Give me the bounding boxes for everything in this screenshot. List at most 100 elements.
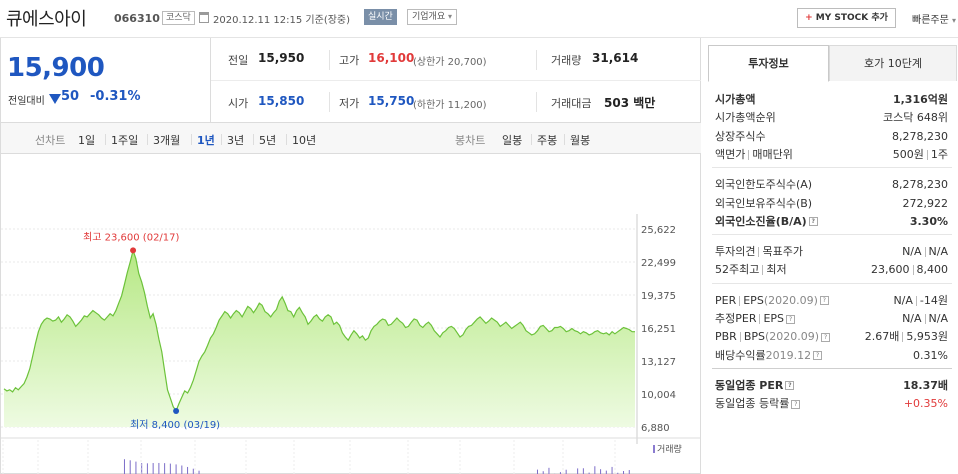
info-value-text: 23,600 <box>871 263 910 277</box>
high-value: 16,100 <box>368 51 415 65</box>
tab-hoga-10[interactable]: 호가 10단계 <box>829 45 957 81</box>
period-tab[interactable]: 5년 <box>259 134 277 147</box>
info-row: 액면가 매매단위 500원 1주 <box>712 146 948 164</box>
divider <box>712 234 952 236</box>
info-label-text: 배당수익률 <box>715 348 766 362</box>
info-sublabel: 2019.12 <box>765 348 812 362</box>
quick-order-dropdown[interactable]: 빠른주문 ▾ <box>912 11 956 26</box>
info-value: 23,600 8,400 <box>871 261 948 279</box>
max-point <box>130 247 137 254</box>
divider <box>902 332 904 343</box>
info-value-text: N/A <box>928 312 948 325</box>
info-value: 18.37배 <box>903 377 948 395</box>
min-point <box>173 407 180 414</box>
info-label-text: 외국인보유주식수(B) <box>715 196 813 210</box>
info-help-icon[interactable]: ? <box>813 351 823 361</box>
info-label: 추정PER EPS? <box>715 310 796 328</box>
period-tab[interactable]: 1주일 <box>111 134 139 147</box>
info-label-text: BPS <box>743 330 765 344</box>
info-label-text: 목표주가 <box>762 245 803 259</box>
divider <box>739 332 741 343</box>
my-stock-add-button[interactable]: + MY STOCK 추가 <box>797 8 896 28</box>
info-row: 배당수익률2019.12? 0.31% <box>712 347 948 365</box>
info-label-text: 액면가 <box>715 147 746 161</box>
chevron-down-icon: ▾ <box>448 12 453 21</box>
period-tab[interactable]: 10년 <box>292 134 317 147</box>
info-row: 상장주식수 8,278,230 <box>712 128 948 146</box>
info-value-text: 272,922 <box>902 196 949 210</box>
divider <box>221 134 222 145</box>
change-label: 전일대비 <box>8 96 45 107</box>
info-value-text: 1,316억원 <box>892 93 948 106</box>
info-help-icon[interactable]: ? <box>819 296 829 306</box>
info-value-text: 8,278,230 <box>892 178 948 192</box>
stock-code: 066310 <box>114 12 160 25</box>
info-value-text: -14원 <box>919 293 948 307</box>
divider <box>286 134 287 145</box>
period-tab[interactable]: 1일 <box>78 134 96 147</box>
info-value: N/A N/A <box>902 243 948 261</box>
info-label: 시가총액 <box>715 91 755 109</box>
prev-close-value: 15,950 <box>258 51 305 65</box>
info-label: 외국인보유주식수(B) <box>715 195 812 213</box>
trade-value-label: 거래대금 <box>551 97 592 110</box>
divider <box>712 282 952 284</box>
divider <box>712 367 952 369</box>
candle-tab[interactable]: 주봉 <box>537 134 558 147</box>
period-tab[interactable]: 3개월 <box>153 134 181 147</box>
timestamp: 2020.12.11 12:15 기준(장중) <box>213 15 351 26</box>
realtime-button[interactable]: 실시간 <box>364 9 397 25</box>
period-tab[interactable]: 1년 <box>197 134 215 147</box>
y-tick-label: 19,375 <box>641 291 676 302</box>
y-tick-label: 10,004 <box>641 390 676 401</box>
candle-tab[interactable]: 일봉 <box>502 134 523 147</box>
volume-label: 거래량 <box>551 54 582 67</box>
chart-tabs: 선차트 1일 1주일 3개월 1년 3년 5년 10년 봉차트 일봉 주봉 월봉 <box>1 122 701 154</box>
company-overview-dropdown[interactable]: 기업개요 ▾ <box>407 9 458 25</box>
divider <box>191 134 192 145</box>
info-help-icon[interactable]: ? <box>808 217 818 227</box>
info-label: 동일업종 PER? <box>715 377 795 395</box>
high-label: 고가 <box>339 54 360 67</box>
info-row: 동일업종 PER? 18.37배 <box>712 377 948 395</box>
candle-tab[interactable]: 월봉 <box>570 134 591 147</box>
info-row: 동일업종 등락률? +0.35% <box>712 395 948 413</box>
calendar-icon <box>199 12 209 23</box>
info-value: 8,278,230 <box>892 128 948 146</box>
tab-invest-info[interactable]: 투자정보 <box>708 45 829 82</box>
info-value: 3.30% <box>910 213 948 231</box>
info-value: N/A -14원 <box>893 292 948 310</box>
info-label-text: EPS <box>743 293 764 307</box>
info-help-icon[interactable]: ? <box>821 332 831 342</box>
info-help-icon[interactable]: ? <box>785 381 795 391</box>
info-label-text: 투자의견 <box>715 245 756 259</box>
info-row: 시가총액순위 코스닥 648위 <box>712 109 948 127</box>
info-label: 배당수익률2019.12? <box>715 347 823 365</box>
info-help-icon[interactable]: ? <box>791 399 801 409</box>
low-label: 저가 <box>339 97 360 110</box>
quote-table: 전일 15,950 고가 16,100 (상한가 20,700) 거래량 31,… <box>211 38 701 122</box>
divider <box>564 134 565 145</box>
trade-value: 503 백만 <box>604 96 656 110</box>
info-help-icon[interactable]: ? <box>786 314 796 324</box>
volume-value: 31,614 <box>592 51 639 65</box>
y-tick-label: 13,127 <box>641 357 676 368</box>
volume-legend-swatch <box>653 445 655 453</box>
candle-chart-label: 봉차트 <box>455 134 486 147</box>
info-label-text: 52주최고 <box>715 263 760 277</box>
y-tick-label: 16,251 <box>641 324 676 335</box>
info-row: 투자의견 목표주가 N/A N/A <box>712 243 948 261</box>
period-tab[interactable]: 3년 <box>227 134 245 147</box>
info-value-text: 500원 <box>892 147 924 161</box>
divider <box>105 134 106 145</box>
price-chart-panel: 15,900 전일대비 50 -0.31% 전일 15,950 고가 16,10… <box>0 38 701 474</box>
info-label-text: 동일업종 PER <box>715 378 784 392</box>
info-value-text: 3.30% <box>909 214 948 228</box>
divider <box>912 265 914 276</box>
info-label: 투자의견 목표주가 <box>715 243 803 261</box>
company-name: 큐에스아이 <box>6 9 87 30</box>
change-percent: -0.31% <box>90 89 141 104</box>
info-label-text: PER <box>715 293 737 307</box>
info-label-text: 추정PER <box>715 312 757 325</box>
